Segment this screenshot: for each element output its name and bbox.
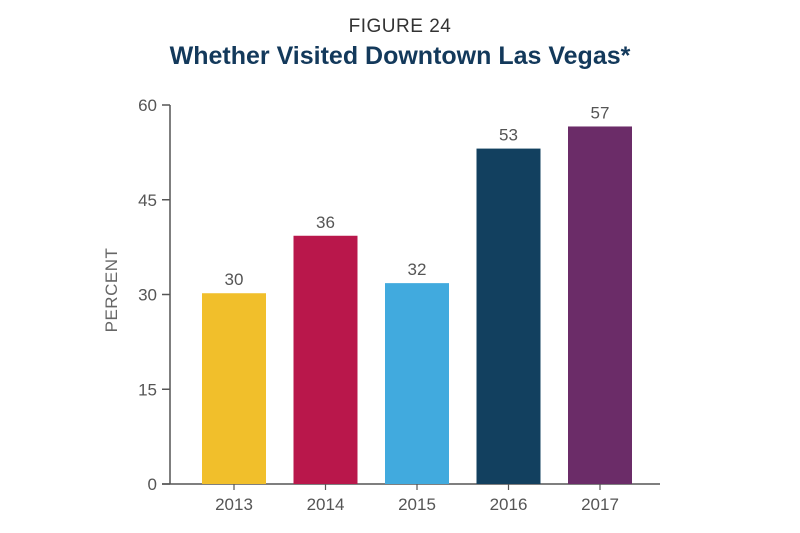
data-label-2017: 57: [591, 103, 610, 122]
bar-2013: [202, 293, 266, 484]
y-tick-label: 0: [148, 475, 157, 494]
y-tick-label: 60: [138, 96, 157, 115]
data-label-2016: 53: [499, 126, 518, 145]
labels: 30 2013 36 2014 32 2015 53 2016 57 2017: [215, 103, 619, 514]
figure-label: FIGURE 24: [348, 16, 452, 37]
data-label-2013: 30: [225, 270, 244, 289]
chart-title: Whether Visited Downtown Las Vegas*: [169, 42, 631, 70]
x-tick-label-2013: 2013: [215, 495, 253, 514]
y-tick-label: 15: [138, 380, 157, 399]
data-label-2014: 36: [316, 213, 335, 232]
y-tick-label: 30: [138, 286, 157, 305]
x-tick-label-2015: 2015: [398, 495, 436, 514]
bars: [202, 126, 632, 484]
y-tick-label: 45: [138, 191, 157, 210]
x-tick-label-2017: 2017: [581, 495, 619, 514]
bar-2015: [385, 283, 449, 484]
data-label-2015: 32: [408, 260, 427, 279]
bar-2016: [476, 148, 541, 484]
bar-2014: [293, 235, 358, 484]
x-tick-label-2016: 2016: [490, 495, 528, 514]
bar-2017: [568, 126, 632, 484]
x-tick-label-2014: 2014: [307, 495, 345, 514]
